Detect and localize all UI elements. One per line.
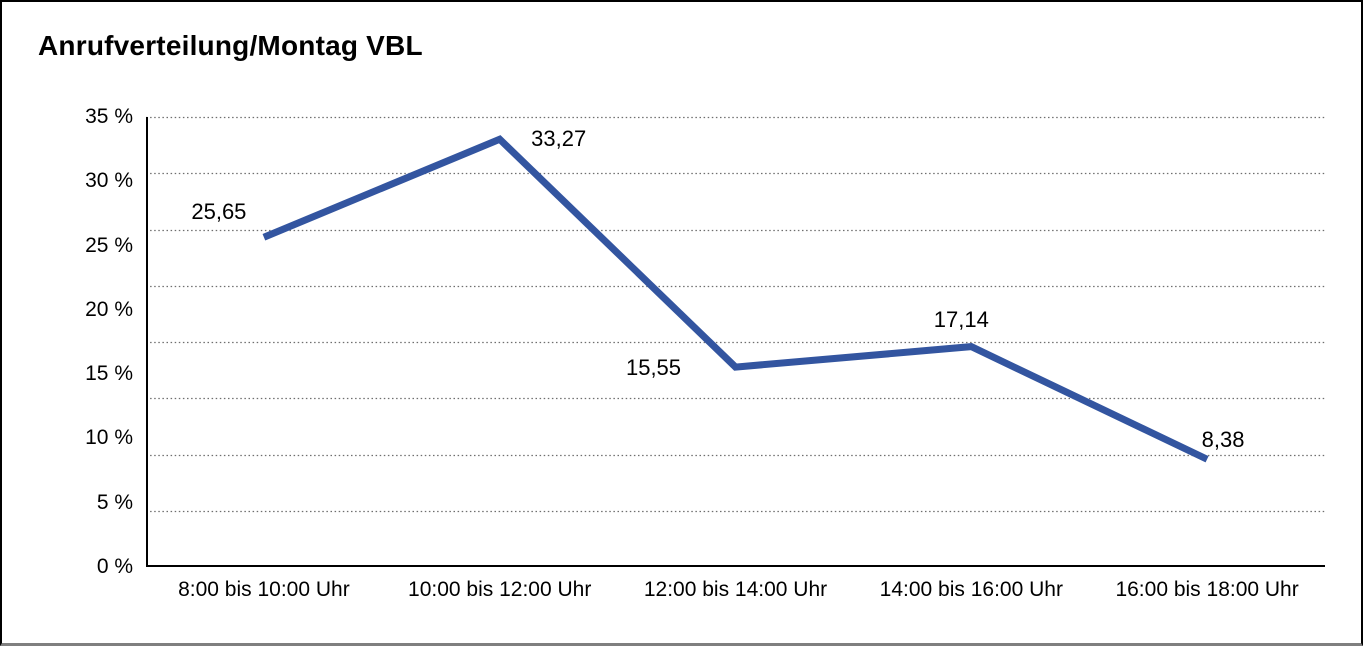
x-axis-tick-label: 10:00 bis 12:00 Uhr	[408, 578, 592, 601]
y-axis-tick-label: 15 %	[85, 362, 133, 386]
data-point-label: 15,55	[625, 355, 682, 381]
chart-title: Anrufverteilung/Montag VBL	[38, 30, 423, 61]
y-axis-tick-label: 5 %	[96, 490, 133, 514]
series-line	[262, 135, 1209, 463]
data-point-label: 33,27	[531, 126, 587, 152]
y-axis-tick-label: 0 %	[96, 555, 133, 578]
y-axis-tick-label: 35 %	[85, 105, 133, 128]
y-axis-tick-label: 10 %	[85, 426, 133, 450]
x-axis-tick-label: 8:00 bis 10:00 Uhr	[178, 578, 350, 601]
y-axis-tick-label: 25 %	[85, 233, 133, 257]
y-axis-tick-label: 30 %	[85, 169, 133, 193]
line-chart-plot-area: 35 % 30 % 25 % 20 % 15 % 10 % 5 % 0 % 8:00 bis 1…	[85, 105, 1325, 601]
plot-canvas	[146, 116, 1325, 567]
data-point-label: 17,14	[933, 306, 989, 332]
data-point-label: 25,65	[191, 199, 247, 225]
x-axis-tick-label: 12:00 bis 14:00 Uhr	[643, 578, 828, 601]
x-axis-tick-label: 14:00 bis 16:00 Uhr	[879, 578, 1063, 601]
data-point-label: 8,38	[1201, 427, 1245, 453]
y-axis-tick-label: 20 %	[85, 297, 133, 321]
x-axis-tick-label: 16:00 bis 18:00 Uhr	[1115, 578, 1299, 601]
